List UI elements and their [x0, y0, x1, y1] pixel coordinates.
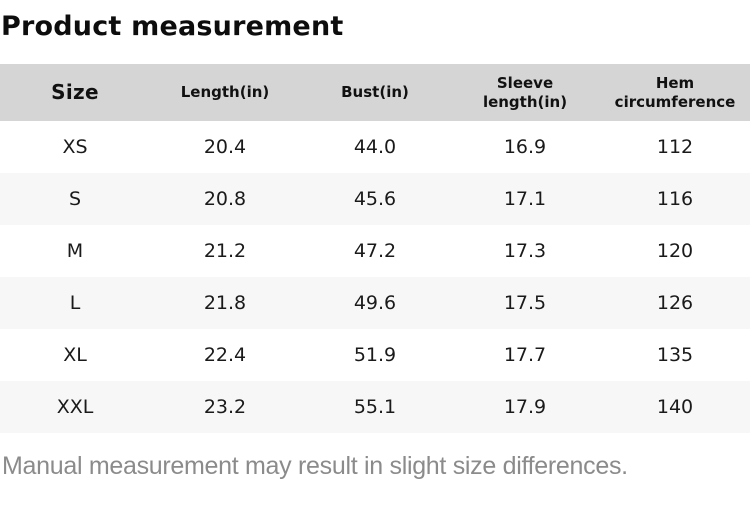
- value-cell: 21.2: [150, 225, 300, 277]
- column-header-hem-circumference: Hem circumference: [600, 64, 750, 121]
- value-cell: 55.1: [300, 381, 450, 433]
- value-cell: 17.9: [450, 381, 600, 433]
- value-cell: 126: [600, 277, 750, 329]
- value-cell: 51.9: [300, 329, 450, 381]
- size-chart-page: Product measurement Size Length(in) Bust(i…: [0, 11, 750, 513]
- value-cell: 17.3: [450, 225, 600, 277]
- size-cell: M: [0, 225, 150, 277]
- value-cell: 22.4: [150, 329, 300, 381]
- value-cell: 20.8: [150, 173, 300, 225]
- size-cell: XS: [0, 121, 150, 173]
- value-cell: 135: [600, 329, 750, 381]
- value-cell: 16.9: [450, 121, 600, 173]
- size-cell: S: [0, 173, 150, 225]
- value-cell: 17.7: [450, 329, 600, 381]
- size-cell: XL: [0, 329, 150, 381]
- value-cell: 120: [600, 225, 750, 277]
- value-cell: 47.2: [300, 225, 450, 277]
- value-cell: 45.6: [300, 173, 450, 225]
- table-header: Size Length(in) Bust(in) Sleeve length(in) H…: [0, 64, 750, 121]
- value-cell: 23.2: [150, 381, 300, 433]
- value-cell: 44.0: [300, 121, 450, 173]
- footnote: Manual measurement may result in slight …: [2, 452, 628, 480]
- column-header-length: Length(in): [150, 64, 300, 121]
- measurement-table: Size Length(in) Bust(in) Sleeve length(in) H…: [0, 64, 750, 433]
- value-cell: 140: [600, 381, 750, 433]
- column-header-size: Size: [0, 64, 150, 121]
- value-cell: 21.8: [150, 277, 300, 329]
- size-cell: L: [0, 277, 150, 329]
- table-row: XS 20.4 44.0 16.9 112: [0, 121, 750, 173]
- table-body: XS 20.4 44.0 16.9 112 S 20.8 45.6 17.1 116 M 21.2 47…: [0, 121, 750, 433]
- column-header-bust: Bust(in): [300, 64, 450, 121]
- table-row: XXL 23.2 55.1 17.9 140: [0, 381, 750, 433]
- size-cell: XXL: [0, 381, 150, 433]
- table-row: XL 22.4 51.9 17.7 135: [0, 329, 750, 381]
- page-title: Product measurement: [1, 11, 344, 42]
- value-cell: 49.6: [300, 277, 450, 329]
- value-cell: 20.4: [150, 121, 300, 173]
- value-cell: 112: [600, 121, 750, 173]
- value-cell: 17.5: [450, 277, 600, 329]
- table-row: L 21.8 49.6 17.5 126: [0, 277, 750, 329]
- value-cell: 116: [600, 173, 750, 225]
- table-row: M 21.2 47.2 17.3 120: [0, 225, 750, 277]
- header-row: Size Length(in) Bust(in) Sleeve length(in) H…: [0, 64, 750, 121]
- table-row: S 20.8 45.6 17.1 116: [0, 173, 750, 225]
- value-cell: 17.1: [450, 173, 600, 225]
- column-header-sleeve-length: Sleeve length(in): [450, 64, 600, 121]
